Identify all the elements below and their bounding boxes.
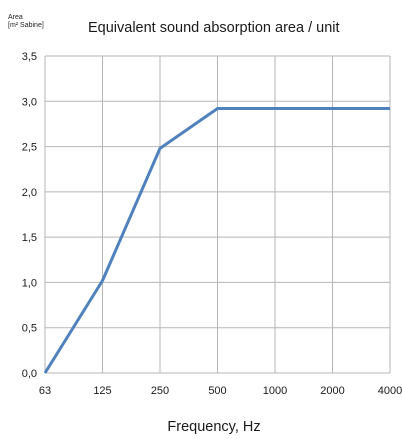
y-tick-label: 3,5 [22,51,37,63]
chart-title: Equivalent sound absorption area / unit [88,20,340,36]
y-tick-label: 3,0 [22,96,37,108]
x-tick-label: 63 [39,385,51,397]
y-tick-labels: 0,0 0,5 1,0 1,5 2,0 2,5 3,0 3,5 [22,51,37,380]
series [43,107,391,374]
y-tick-label: 0,0 [22,368,37,380]
y-tick-label: 0,5 [22,323,37,335]
y-tick-label: 2,0 [22,187,37,199]
x-tick-label: 125 [93,385,111,397]
x-tick-label: 1000 [263,385,287,397]
y-tick-label: 1,5 [22,232,37,244]
y-tick-label: 2,5 [22,142,37,154]
y-axis-label-line1: Area [8,14,23,21]
x-tick-label: 500 [208,385,226,397]
x-tick-label: 4000 [378,385,402,397]
x-tick-label: 2000 [320,385,344,397]
y-axis-label-line2: [m² Sabine] [8,22,44,29]
y-tick-label: 1,0 [22,277,37,289]
x-axis-label: Frequency, Hz [167,419,260,435]
x-tick-label: 250 [151,385,169,397]
x-tick-labels: 63 125 250 500 1000 2000 4000 [39,385,402,397]
grid [44,55,391,374]
